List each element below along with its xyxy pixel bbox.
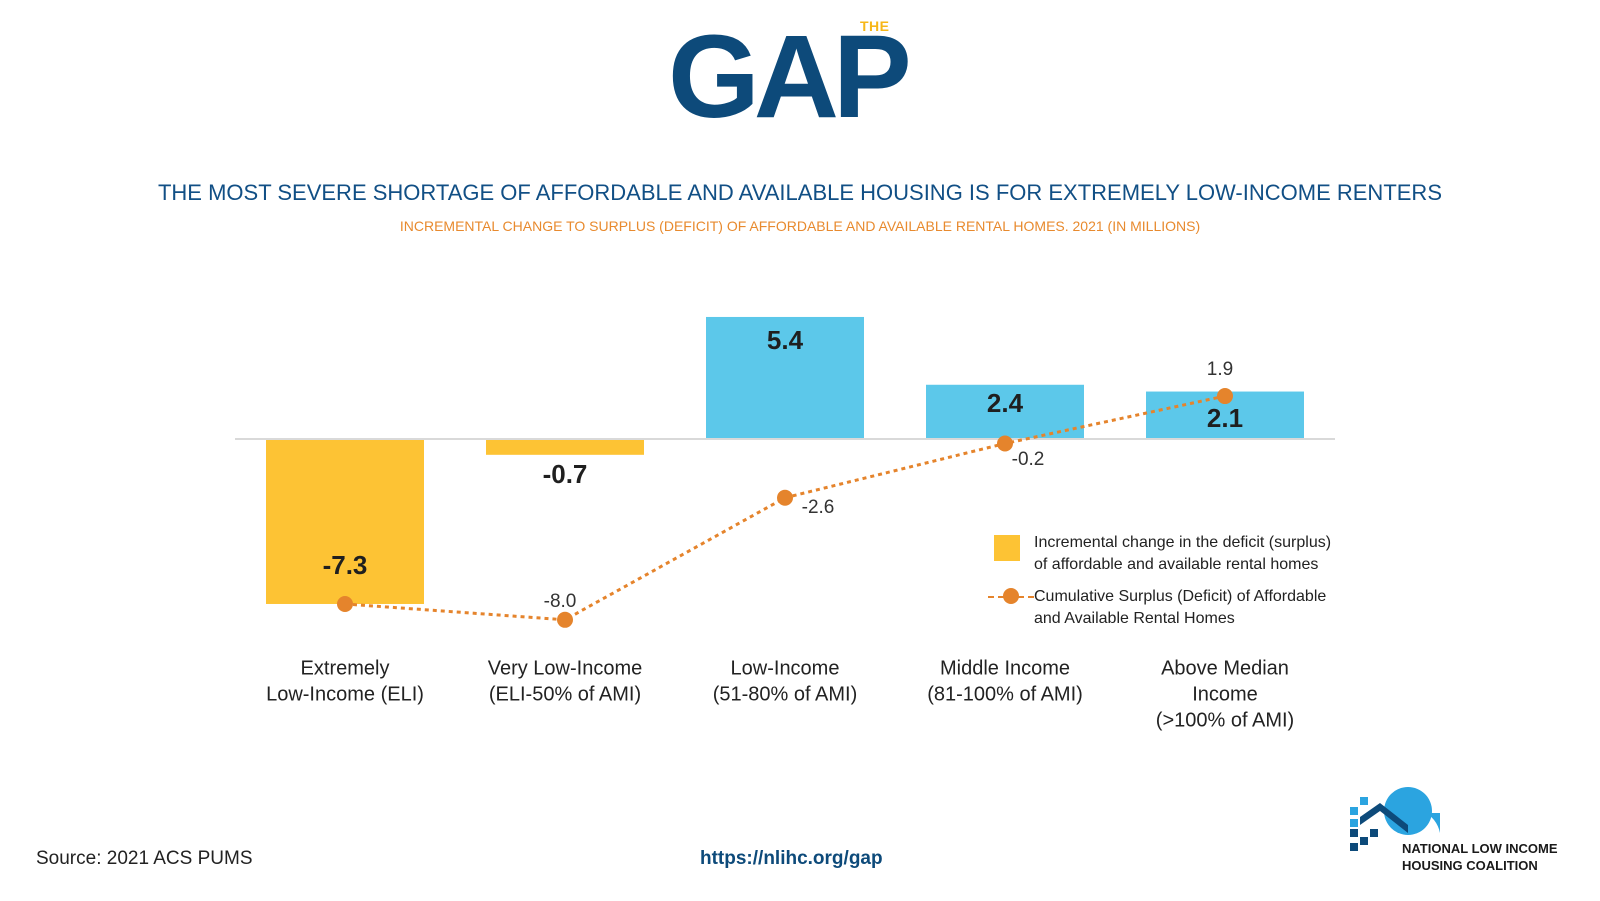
cumulative-point-3 — [997, 435, 1013, 452]
nlihc-house-icon — [1350, 787, 1440, 851]
x-tick-label-2-1: (51-80% of AMI) — [713, 683, 858, 705]
bar-0 — [266, 439, 424, 604]
x-tick-label-4-1: Income — [1192, 683, 1258, 705]
chart-title: THE MOST SEVERE SHORTAGE OF AFFORDABLE A… — [157, 180, 1442, 205]
gap-logo: GAP THE — [668, 18, 948, 138]
x-tick-label-1-1: (ELI-50% of AMI) — [489, 683, 641, 705]
chart-legend: Incremental change in the deficit (surpl… — [988, 532, 1394, 640]
cumulative-point-2 — [777, 489, 793, 506]
source-note: Source: 2021 ACS PUMS — [36, 848, 253, 869]
legend-item-bar: Incremental change in the deficit (surpl… — [994, 532, 1394, 576]
bar-value-label-2: 5.4 — [767, 325, 804, 355]
legend-bar-swatch — [994, 535, 1020, 561]
bar-value-label-4: 2.1 — [1207, 403, 1243, 433]
x-tick-label-3-1: (81-100% of AMI) — [927, 683, 1083, 705]
bar-value-label-1: -0.7 — [543, 459, 588, 489]
source-link[interactable]: https://nlihc.org/gap — [700, 848, 883, 869]
x-tick-label-4-0: Above Median — [1161, 657, 1289, 679]
x-tick-label-0-0: Extremely — [301, 657, 390, 679]
x-tick-label-3-0: Middle Income — [940, 657, 1070, 679]
bar-1 — [486, 439, 644, 455]
x-tick-label-1-0: Very Low-Income — [488, 657, 643, 679]
cumulative-value-label-3: -0.2 — [1012, 449, 1045, 470]
cumulative-point-4 — [1217, 388, 1233, 405]
bar-value-label-0: -7.3 — [323, 550, 368, 580]
legend-bar-label: Incremental change in the deficit (surpl… — [1034, 534, 1332, 573]
bar-2 — [706, 316, 864, 439]
x-tick-label-2-0: Low-Income — [731, 657, 840, 679]
logo-gap-text: GAP — [668, 11, 912, 143]
cumulative-point-1 — [557, 611, 573, 628]
legend-line-marker — [1003, 588, 1019, 604]
bar-value-label-3: 2.4 — [987, 388, 1024, 418]
cumulative-value-label-2: -2.6 — [802, 497, 835, 518]
legend-item-line: Cumulative Surplus (Deficit) of Affordab… — [988, 586, 1394, 630]
nlihc-logo: NATIONAL LOW INCOME HOUSING COALITION — [1350, 785, 1580, 885]
logo-the-text: THE — [860, 18, 890, 34]
legend-line-label: Cumulative Surplus (Deficit) of Affordab… — [1034, 588, 1327, 627]
nlihc-name: NATIONAL LOW INCOME HOUSING COALITION — [1402, 841, 1558, 873]
x-tick-label-0-1: Low-Income (ELI) — [266, 683, 424, 705]
cumulative-point-0 — [337, 595, 353, 612]
cumulative-value-label-1: -8.0 — [544, 591, 577, 612]
bar-3 — [926, 384, 1084, 439]
chart-subtitle: INCREMENTAL CHANGE TO SURPLUS (DEFICIT) … — [399, 218, 1201, 234]
x-tick-label-4-2: (>100% of AMI) — [1156, 709, 1294, 731]
cumulative-value-label-4: 1.9 — [1207, 359, 1233, 380]
